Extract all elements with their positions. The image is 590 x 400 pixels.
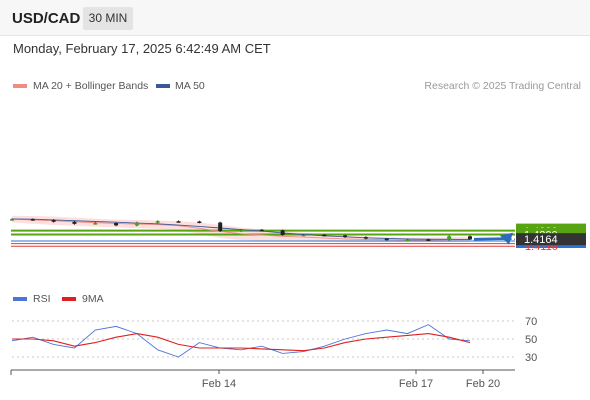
ma9-swatch (62, 297, 76, 301)
rsi-legend: RSI (33, 293, 51, 305)
timeframe-button[interactable]: 30 MIN (83, 7, 133, 30)
time-tick-label-Feb 20: Feb 20 (466, 378, 500, 390)
candle-body (363, 237, 368, 239)
candle-body (51, 219, 56, 222)
candle-body (384, 238, 389, 241)
candle-body (10, 219, 14, 221)
candle-body (72, 221, 77, 224)
time-tick-label-Feb 14: Feb 14 (202, 378, 236, 390)
candle-body (134, 222, 139, 226)
ma20-line (11, 218, 471, 241)
candle-body (343, 235, 348, 238)
forecast-arrow-shaft (473, 237, 509, 241)
last-price-label: 1.4164 (524, 234, 558, 246)
rsi-tick-70: 70 (525, 316, 537, 328)
rsi-tick-50: 50 (525, 334, 537, 346)
candle-body (405, 239, 410, 241)
candle-body (176, 221, 181, 223)
price-candles (10, 218, 472, 241)
ma50-legend: MA 50 (175, 80, 205, 92)
candle-body (322, 234, 327, 237)
candle-body (468, 236, 472, 240)
candle-body (301, 234, 306, 237)
ma9-legend: 9MA (82, 293, 104, 305)
candle-body (93, 223, 98, 225)
candle-body (155, 221, 160, 223)
timestamp: Monday, February 17, 2025 6:42:49 AM CET (13, 41, 271, 56)
copyright: Research © 2025 Trading Central (424, 80, 581, 92)
candle-body (30, 219, 35, 221)
ma-boll-swatch (13, 84, 27, 88)
time-tick-label-Feb 17: Feb 17 (399, 378, 433, 390)
last-price-tag (516, 233, 586, 246)
candle-body (218, 222, 223, 232)
candle-body (426, 239, 431, 241)
rsi-ma9-line (12, 333, 471, 352)
symbol-title: USD/CAD (12, 10, 81, 27)
candle-body (114, 223, 119, 226)
rsi-tick-30: 30 (525, 352, 537, 364)
candle-body (280, 230, 285, 236)
forecast-arrow-head (500, 232, 513, 245)
candle-body (259, 229, 264, 232)
candle-body (197, 221, 202, 223)
candle-body (239, 229, 243, 232)
header-bar: USD/CAD 30 MIN (0, 0, 590, 36)
ma-boll-legend: MA 20 + Bollinger Bands (33, 80, 149, 92)
candle-body (447, 236, 452, 240)
rsi-line (11, 324, 471, 358)
ma50-swatch (156, 84, 170, 88)
rsi-swatch (13, 297, 27, 301)
